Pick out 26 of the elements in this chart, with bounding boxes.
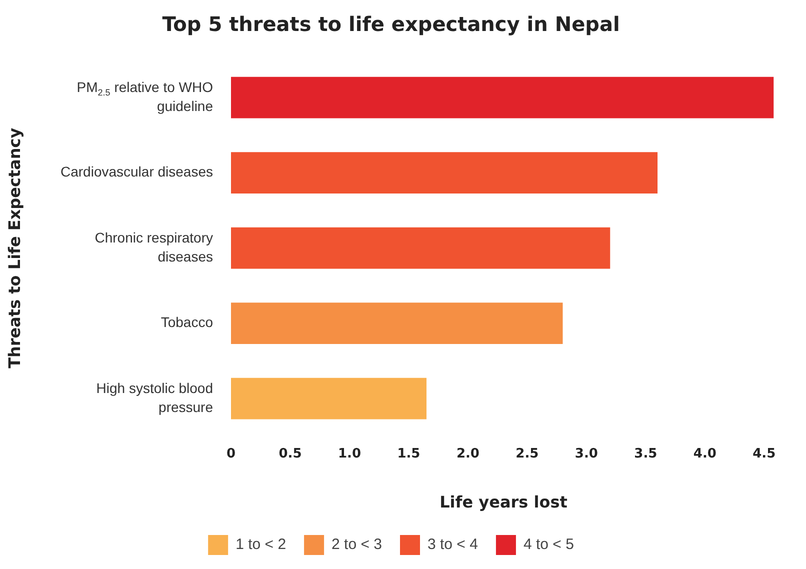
x-tick-label: 4.5: [752, 446, 776, 462]
y-axis-title: Threats to Life Expectancy: [4, 127, 24, 368]
y-tick-label: Tobacco: [160, 314, 214, 330]
bar: [231, 152, 658, 194]
x-tick-label: 1.0: [338, 446, 361, 462]
legend-label: 1 to < 2: [236, 536, 286, 554]
x-tick-label: 2.5: [516, 446, 539, 462]
legend-label: 4 to < 5: [523, 536, 574, 554]
x-tick-label: 0: [226, 446, 236, 462]
x-tick-label: 2.0: [456, 446, 480, 462]
bar: [231, 378, 426, 420]
bar: [231, 302, 563, 344]
bar: [231, 227, 610, 269]
x-tick-label: 4.0: [693, 446, 716, 462]
bar: [231, 76, 774, 118]
chart-title: Top 5 threats to life expectancy in Nepal: [162, 12, 620, 36]
x-tick-label: 3.5: [634, 446, 658, 462]
y-tick-label: High systolic blood pressure: [96, 380, 214, 415]
x-axis-title: Life years lost: [440, 492, 568, 512]
y-tick-label: Cardiovascular diseases: [60, 164, 214, 180]
x-tick-label: 0.5: [278, 446, 302, 462]
x-tick-label: 3.0: [574, 446, 598, 462]
y-tick-label: Chronic respiratory diseases: [94, 229, 214, 264]
legend-label: 3 to < 4: [428, 536, 478, 554]
x-tick-label: 1.5: [397, 446, 420, 462]
legend-label: 2 to < 3: [332, 536, 382, 554]
